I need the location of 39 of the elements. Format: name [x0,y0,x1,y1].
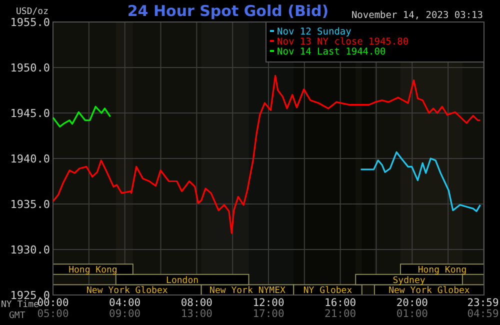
text: 17:00 [252,308,284,320]
chart-title: 24 Hour Spot Gold (Bid) [127,2,329,20]
x-tick-label: 16:00 [324,297,356,309]
y-tick-label: 1945.0 [10,107,50,120]
x-tick-label: 20:00 [396,297,428,309]
band-label: New York NYMEX [210,286,286,296]
y-tick-label: 1950.0 [10,62,50,74]
line-series [52,106,112,128]
text: 01:00 [396,308,428,320]
band-label: New York Globex [388,286,470,296]
band-label: Sydney [392,276,426,286]
y-tick-label: 1935.0 [10,198,50,211]
line-series [52,74,482,234]
x-tick-label: 04:00 [109,297,141,309]
band-label: New York Globex [86,286,168,296]
band-label: NY Globex [303,286,353,296]
text: 09:00 [109,308,141,320]
y-tick-label: 1930.0 [10,244,50,256]
y-tick-label: 1940.0 [10,152,50,166]
legend-label: Nov 14 Last 1944.00 [277,46,386,58]
x-tick-label: 12:00 [252,297,284,309]
legend-label: Nov 13 NY close 1945.80 [277,36,409,48]
x-axis-title: NY Time [1,300,39,310]
band-label: Hong Kong [418,266,467,276]
y-tick-label: 1955.0 [10,16,50,29]
y-axis-title: USD/oz [16,7,49,17]
text: 05:00 [37,308,69,320]
band-label: London [166,276,199,286]
text: 04:59 [467,308,499,320]
legend-label: Nov 12 Sunday [277,26,352,38]
x-tick-label: 23:59 [467,297,499,309]
line-series [360,151,482,212]
text: 13:00 [180,308,212,320]
text: 21:00 [324,308,356,320]
x-tick-label: 00:00 [37,297,69,309]
x-tick-label: 08:00 [180,297,212,309]
chart-subtitle: November 14, 2023 03:13 [351,10,483,21]
text: GMT [9,311,26,321]
band-label: Hong Kong [68,266,118,276]
